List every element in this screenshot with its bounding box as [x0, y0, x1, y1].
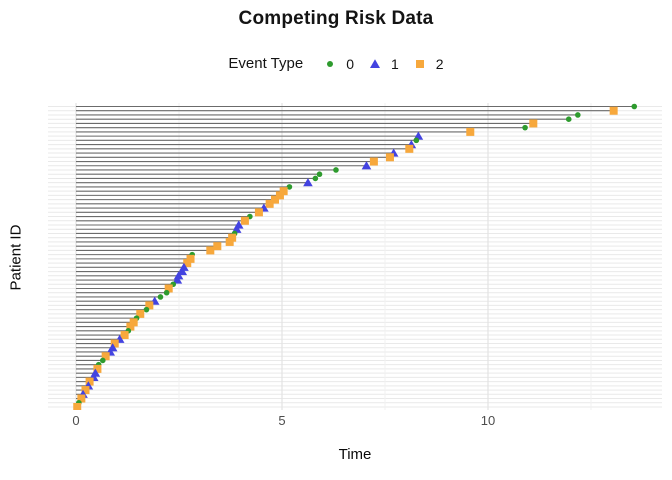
event-marker-type-2 [183, 259, 192, 268]
y-axis-title: Patient ID [7, 224, 25, 291]
event-marker-type-2 [213, 242, 222, 251]
event-marker-type-2 [126, 322, 135, 331]
event-marker-type-0 [143, 306, 150, 313]
event-marker-type-0 [631, 103, 638, 110]
x-tick-label-5: 5 [278, 413, 286, 428]
event-marker-type-2 [164, 284, 173, 293]
event-marker-type-2 [93, 364, 102, 373]
chart-title: Competing Risk Data [238, 8, 434, 29]
event-marker-type-1 [303, 178, 313, 187]
event-marker-type-0 [99, 357, 106, 364]
event-marker-type-2 [186, 254, 195, 263]
event-markers [73, 103, 638, 410]
event-marker-type-2 [279, 187, 288, 196]
event-marker-type-2 [466, 127, 475, 136]
legend-item-label: 0 [346, 55, 354, 72]
legend-title: Event Type [228, 55, 304, 72]
event-marker-type-0 [286, 184, 293, 190]
legend: Event Type 0 1 2 [0, 55, 672, 72]
event-marker-type-0 [316, 171, 323, 178]
vertical-gridlines [75, 103, 592, 410]
circle-marker-icon [327, 60, 334, 67]
event-marker-type-2 [385, 153, 394, 162]
event-marker-type-1 [177, 266, 188, 276]
legend-item-event-1: 1 [368, 56, 399, 72]
event-marker-type-2 [270, 195, 279, 204]
event-marker-type-1 [173, 271, 184, 280]
event-marker-type-2 [85, 377, 94, 386]
event-marker-type-2 [254, 208, 263, 217]
event-marker-type-2 [369, 157, 378, 166]
event-marker-type-2 [609, 106, 618, 115]
event-marker-type-1 [172, 275, 183, 284]
event-marker-type-1 [361, 161, 372, 170]
event-marker-type-0 [157, 294, 164, 300]
event-marker-type-2 [110, 339, 119, 348]
event-marker-type-2 [81, 386, 90, 395]
event-marker-type-2 [101, 352, 110, 361]
event-marker-type-2 [228, 233, 237, 242]
event-marker-type-2 [240, 216, 249, 225]
event-marker-type-0 [333, 167, 339, 173]
event-marker-type-2 [405, 144, 414, 153]
x-tick-label-10: 10 [480, 413, 496, 428]
legend-item-label: 2 [435, 55, 444, 72]
patient-segments [76, 105, 635, 408]
event-marker-type-0 [522, 124, 528, 131]
event-marker-type-2 [225, 237, 234, 246]
event-marker-type-0 [312, 175, 319, 182]
event-marker-type-2 [73, 403, 82, 410]
x-tick-label-0: 0 [72, 413, 80, 428]
event-marker-type-2 [129, 318, 138, 327]
event-marker-type-2 [136, 309, 145, 318]
event-marker-type-2 [77, 394, 86, 403]
event-marker-type-0 [163, 289, 170, 296]
event-marker-type-2 [265, 199, 274, 208]
horizontal-gridlines [48, 106, 662, 408]
triangle-marker-icon [369, 58, 380, 68]
event-marker-type-0 [565, 116, 572, 122]
event-marker-type-2 [206, 246, 215, 255]
event-marker-type-0 [575, 112, 581, 118]
legend-item-event-2: 2 [413, 56, 444, 72]
event-marker-type-2 [145, 301, 154, 310]
legend-item-label: 1 [390, 55, 399, 72]
event-marker-type-2 [120, 331, 129, 340]
legend-item-event-0: 0 [323, 56, 354, 72]
plot-area [48, 103, 662, 410]
event-marker-type-0 [413, 137, 420, 144]
x-axis-title: Time [338, 446, 372, 463]
event-marker-type-2 [275, 191, 284, 200]
event-marker-type-2 [529, 119, 538, 128]
square-marker-icon [415, 59, 424, 68]
